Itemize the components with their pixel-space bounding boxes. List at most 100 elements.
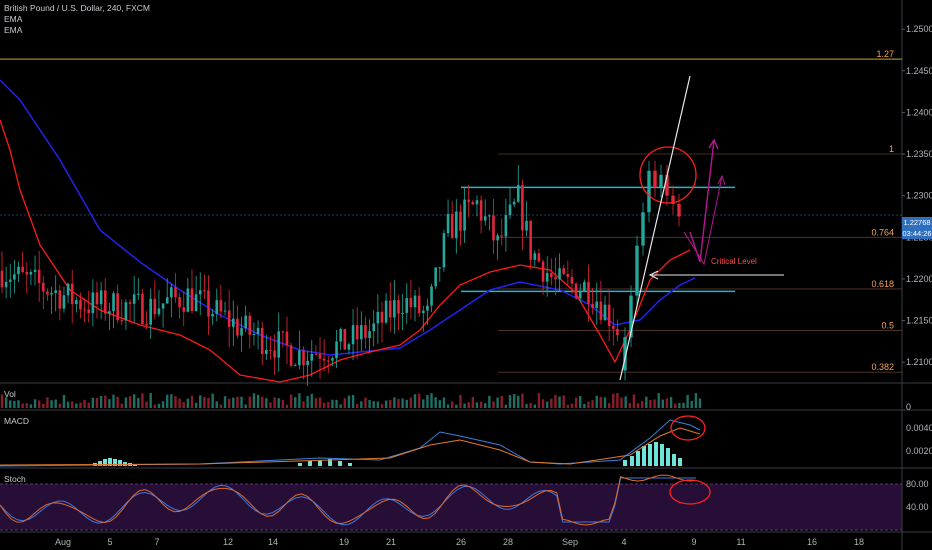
vol-pane-label[interactable]: Vol bbox=[4, 389, 16, 399]
candle-body bbox=[236, 318, 239, 336]
volume-bar bbox=[612, 393, 615, 408]
candle-body bbox=[562, 268, 566, 275]
volume-bar bbox=[294, 397, 297, 408]
candle-body bbox=[607, 304, 611, 326]
candle-body bbox=[459, 211, 462, 231]
volume-bar bbox=[409, 397, 413, 408]
candle-body bbox=[136, 293, 140, 295]
candle-body bbox=[4, 281, 8, 288]
ema-indicator-2[interactable]: EMA bbox=[4, 25, 23, 35]
candle-body bbox=[492, 215, 495, 241]
volume-bar bbox=[537, 393, 541, 408]
candle-body bbox=[475, 200, 479, 205]
macd-hist-bar bbox=[118, 460, 122, 466]
candle-body bbox=[616, 328, 619, 335]
candle-body bbox=[467, 199, 471, 202]
macd-axis-label: 0.00200 bbox=[906, 446, 932, 456]
volume-bar bbox=[545, 401, 549, 408]
volume-bars bbox=[0, 393, 702, 408]
volume-bar bbox=[579, 396, 582, 408]
volume-bar bbox=[50, 400, 53, 408]
volume-bar bbox=[314, 398, 318, 408]
x-tick-label: 7 bbox=[154, 537, 159, 547]
ema-indicator-1[interactable]: EMA bbox=[4, 14, 23, 24]
price-axis: 1.250001.245001.240001.235001.230001.225… bbox=[902, 24, 932, 512]
volume-bar bbox=[624, 396, 627, 408]
candle-body bbox=[289, 345, 293, 366]
volume-bar bbox=[33, 399, 37, 408]
candle-body bbox=[558, 268, 561, 280]
candle-body bbox=[157, 308, 161, 315]
candle-body bbox=[578, 291, 582, 299]
candle-body bbox=[194, 294, 198, 312]
candle-body bbox=[671, 195, 675, 204]
macd-hist-bar bbox=[328, 459, 332, 466]
volume-bar bbox=[533, 404, 536, 408]
volume-bar bbox=[595, 395, 598, 408]
candle-body bbox=[351, 325, 355, 345]
macd-hist-bar bbox=[642, 446, 646, 466]
macd-hist-bar bbox=[113, 459, 117, 466]
volume-bar bbox=[583, 403, 586, 408]
volume-bar bbox=[91, 397, 95, 408]
y-tick-label: 1.24500 bbox=[906, 66, 932, 76]
candle-body bbox=[603, 304, 607, 321]
trend-line bbox=[619, 75, 691, 381]
candle-body bbox=[405, 298, 409, 313]
volume-bar bbox=[248, 396, 252, 408]
candle-body bbox=[541, 261, 545, 282]
volume-bar bbox=[628, 403, 631, 408]
volume-bar bbox=[327, 402, 330, 408]
volume-bar bbox=[661, 399, 665, 408]
volume-bar bbox=[207, 398, 210, 408]
volume-bar bbox=[587, 401, 590, 408]
candle-body bbox=[108, 311, 111, 314]
volume-bar bbox=[475, 402, 479, 408]
candle-body bbox=[186, 288, 190, 312]
volume-bar bbox=[347, 395, 351, 408]
macd-signal-line bbox=[0, 427, 701, 466]
candle-body bbox=[380, 311, 384, 323]
volume-bar bbox=[149, 393, 152, 408]
candle-body bbox=[281, 331, 285, 333]
macd-hist-bar bbox=[318, 460, 322, 466]
candle-body bbox=[170, 287, 173, 298]
volume-bar bbox=[318, 397, 322, 408]
volume-bar bbox=[62, 394, 66, 408]
candle-body bbox=[244, 315, 247, 329]
volume-bar bbox=[665, 398, 669, 408]
volume-bar bbox=[541, 399, 545, 408]
candle-body bbox=[0, 270, 4, 288]
candle-body bbox=[29, 272, 33, 275]
candle-body bbox=[360, 325, 363, 340]
volume-bar bbox=[450, 401, 454, 408]
last-price-tag: 1.22768 bbox=[902, 217, 932, 228]
volume-bar bbox=[426, 395, 429, 408]
stoch-pane-label[interactable]: Stoch bbox=[4, 474, 26, 484]
volume-bar bbox=[599, 396, 603, 408]
volume-bar bbox=[632, 394, 636, 408]
volume-bar bbox=[289, 394, 293, 408]
x-tick-label: 19 bbox=[339, 537, 349, 547]
volume-bar bbox=[219, 404, 223, 408]
candle-body bbox=[629, 295, 633, 338]
macd-hist-bar bbox=[672, 454, 676, 466]
candle-body bbox=[599, 301, 603, 321]
candle-body bbox=[227, 310, 231, 327]
candle-body bbox=[516, 184, 520, 202]
fib-label: 0.5 bbox=[881, 321, 894, 331]
candle-body bbox=[211, 313, 214, 317]
macd-pane-label[interactable]: MACD bbox=[4, 416, 30, 426]
time-axis: Aug 5 7 12 14 19 21 26 28 Sep 4 9 11 16 18 bbox=[55, 537, 864, 547]
volume-bar bbox=[517, 395, 520, 408]
volume-bar bbox=[471, 397, 475, 408]
volume-bar bbox=[46, 397, 49, 408]
candle-body bbox=[496, 235, 499, 241]
candle-body bbox=[174, 287, 177, 298]
volume-bar bbox=[0, 394, 4, 408]
candle-body bbox=[401, 312, 404, 314]
volume-bar bbox=[137, 398, 140, 408]
macd-hist-bar bbox=[660, 444, 664, 466]
volume-bar bbox=[521, 393, 524, 408]
